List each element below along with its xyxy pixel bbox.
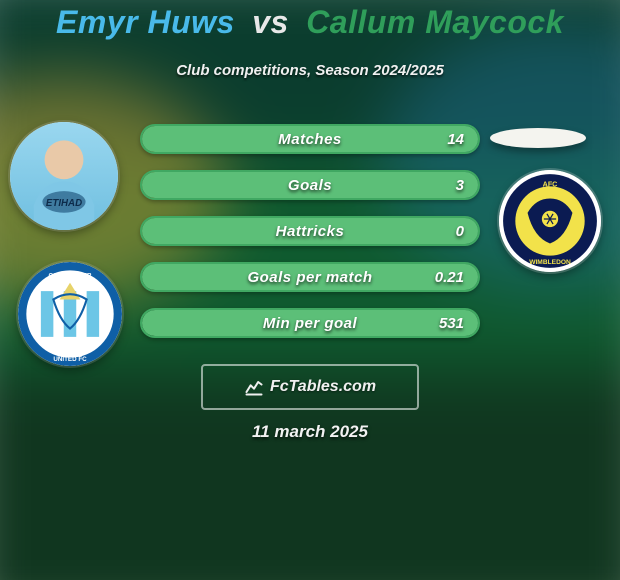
stage: Emyr Huws vs Callum Maycock Club competi…: [0, 0, 620, 580]
svg-text:AFC: AFC: [543, 180, 558, 188]
stat-label: Goals: [142, 172, 478, 198]
svg-text:COLCHESTER: COLCHESTER: [49, 273, 92, 280]
stat-label: Hattricks: [142, 218, 478, 244]
right-oval: [490, 128, 586, 148]
content-overlay: Emyr Huws vs Callum Maycock Club competi…: [0, 0, 620, 580]
stat-value: 0: [456, 218, 464, 244]
chart-icon: [244, 377, 264, 397]
stat-label: Goals per match: [142, 264, 478, 290]
svg-text:UNITED FC: UNITED FC: [53, 356, 87, 363]
date-text: 11 march 2025: [0, 422, 620, 442]
club-left-crest: COLCHESTER UNITED FC: [18, 262, 122, 366]
stat-pill-list: Matches14 Goals3 Hattricks0 Goals per match…: [140, 124, 480, 354]
stat-pill: Hattricks0: [140, 216, 480, 246]
club-right-crest-art: AFC WIMBLEDON: [499, 170, 601, 272]
player1-name: Emyr Huws: [56, 4, 235, 40]
stat-pill: Goals3: [140, 170, 480, 200]
stat-label: Matches: [142, 126, 478, 152]
stat-value: 0.21: [435, 264, 464, 290]
stat-pill: Min per goal531: [140, 308, 480, 338]
club-right-crest: AFC WIMBLEDON: [499, 170, 601, 272]
stat-label: Min per goal: [142, 310, 478, 336]
svg-text:WIMBLEDON: WIMBLEDON: [529, 259, 571, 266]
stat-pill: Goals per match0.21: [140, 262, 480, 292]
brand-text: FcTables.com: [270, 378, 376, 396]
club-left-crest-art: COLCHESTER UNITED FC: [18, 262, 122, 366]
stat-value: 531: [439, 310, 464, 336]
svg-text:ETIHAD: ETIHAD: [46, 198, 82, 209]
player2-name: Callum Maycock: [306, 4, 564, 40]
stat-value: 14: [447, 126, 464, 152]
player-avatar: ETIHAD: [10, 122, 118, 230]
brand-box: FcTables.com: [201, 364, 419, 410]
stat-value: 3: [456, 172, 464, 198]
vs-text: vs: [252, 4, 289, 40]
stat-pill: Matches14: [140, 124, 480, 154]
subtitle: Club competitions, Season 2024/2025: [0, 62, 620, 79]
page-title: Emyr Huws vs Callum Maycock: [0, 4, 620, 41]
player-avatar-art: ETIHAD: [10, 122, 118, 230]
